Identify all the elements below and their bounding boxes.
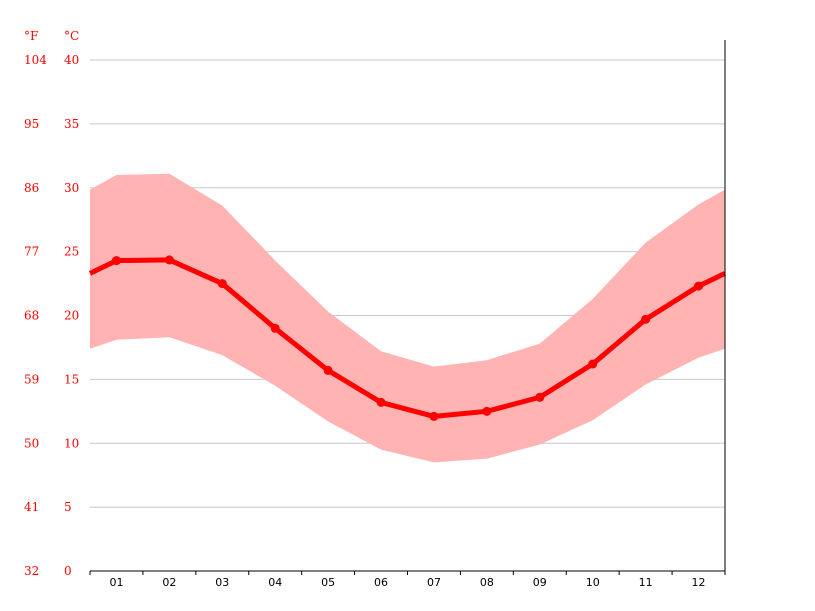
mean-point [641, 314, 651, 324]
mean-points [111, 255, 704, 421]
fahrenheit-unit-label: °F [24, 29, 38, 43]
x-tick-label: 09 [533, 576, 547, 589]
celsius-tick-label: 20 [64, 309, 79, 323]
x-tick-label: 04 [268, 576, 282, 589]
mean-point [694, 281, 704, 291]
y-tick-labels: 0 32 5 41 10 50 15 59 20 68 25 77 30 86 35 95 40 104 [24, 53, 79, 578]
fahrenheit-tick-label: 86 [24, 181, 39, 195]
celsius-tick-label: 30 [64, 181, 79, 195]
celsius-tick-label: 35 [64, 117, 79, 131]
min-max-range-band [90, 173, 725, 463]
x-tick-label: 05 [321, 576, 335, 589]
x-tick-label: 06 [374, 576, 388, 589]
celsius-tick-label: 15 [64, 372, 79, 386]
x-tick-label: 07 [427, 576, 441, 589]
x-tick-label: 02 [162, 576, 176, 589]
mean-temperature-line [88, 257, 727, 419]
fahrenheit-tick-label: 32 [24, 564, 39, 578]
mean-point [482, 406, 492, 416]
x-tick-label: 11 [639, 576, 653, 589]
x-tick-label: 10 [586, 576, 600, 589]
celsius-tick-label: 40 [64, 53, 79, 67]
x-tick-label: 08 [480, 576, 494, 589]
x-tick-labels: 01 02 03 04 05 06 07 08 09 10 11 12 [109, 576, 705, 589]
mean-point [376, 397, 386, 407]
fahrenheit-tick-label: 68 [24, 309, 39, 323]
mean-point [111, 256, 121, 266]
fahrenheit-tick-label: 41 [24, 500, 39, 514]
fahrenheit-tick-label: 95 [24, 117, 39, 131]
x-tick-label: 03 [215, 576, 229, 589]
celsius-tick-label: 0 [64, 564, 72, 578]
fahrenheit-tick-label: 104 [24, 53, 47, 67]
mean-point [164, 255, 174, 265]
celsius-tick-label: 10 [64, 436, 79, 450]
fahrenheit-tick-label: 50 [24, 436, 39, 450]
axes [89, 40, 726, 575]
fahrenheit-tick-label: 59 [24, 372, 39, 386]
mean-point [217, 279, 227, 289]
fahrenheit-tick-label: 77 [24, 245, 39, 259]
celsius-tick-label: 25 [64, 245, 79, 259]
x-tick-label: 12 [692, 576, 706, 589]
mean-point [429, 411, 439, 421]
mean-point [270, 323, 280, 333]
x-tick-label: 01 [109, 576, 123, 589]
celsius-tick-label: 5 [64, 500, 72, 514]
mean-point [535, 392, 545, 402]
mean-point [588, 359, 598, 369]
celsius-unit-label: °C [64, 29, 79, 43]
mean-point [323, 365, 333, 375]
